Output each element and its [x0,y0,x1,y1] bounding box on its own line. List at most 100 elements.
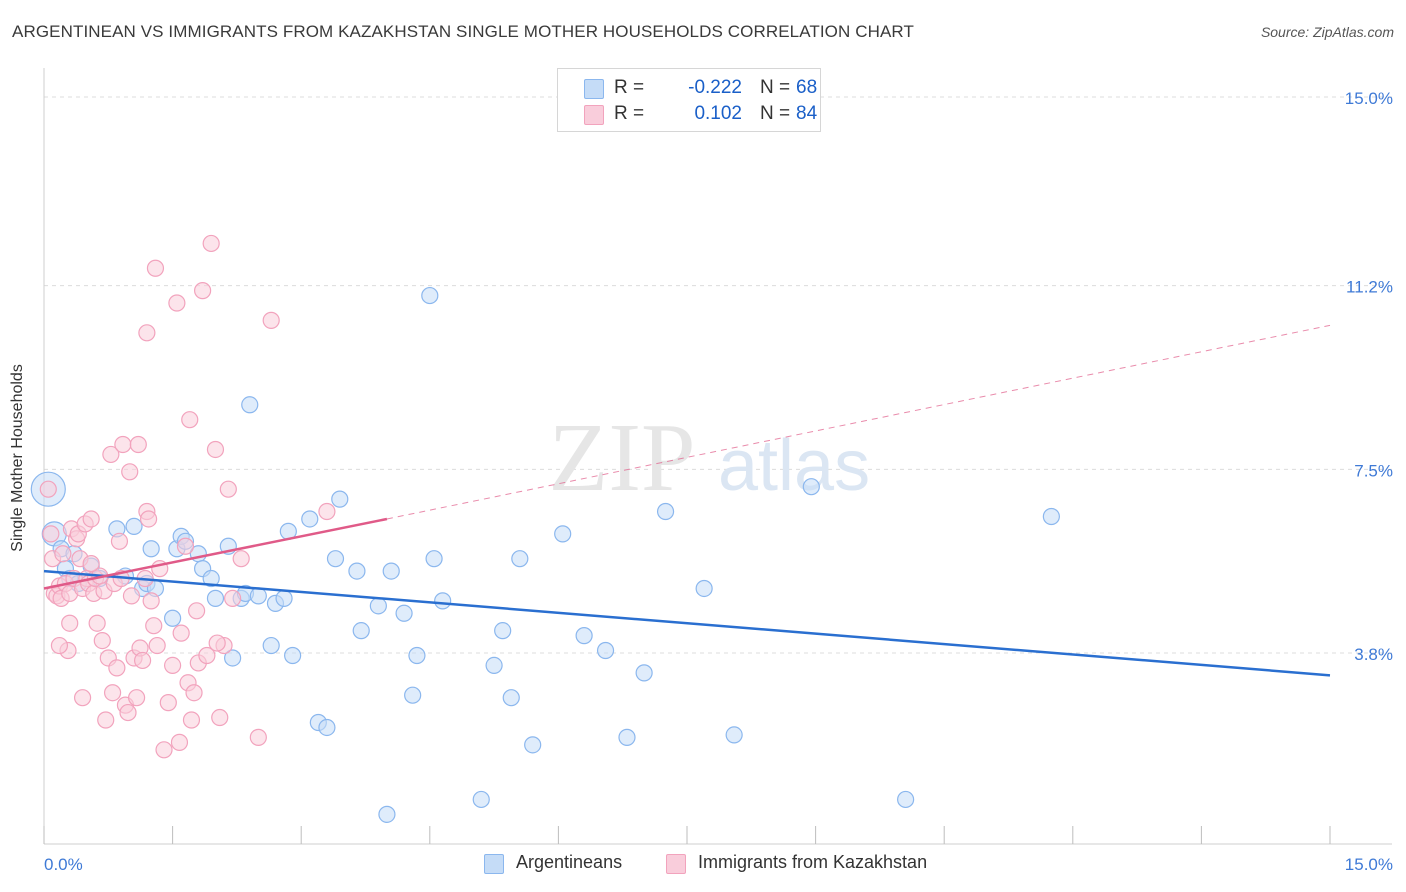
argentinean-point [262,636,280,655]
argentinean-point [695,579,713,598]
argentineans-legend-swatch [484,854,504,874]
y-tick-label: 3.8% [1354,645,1393,664]
kazakhstan-point [194,282,212,300]
argentinean-point [472,790,490,809]
argentinean-point [164,609,182,627]
kazakhstan-point [185,684,203,702]
y-tick-label: 15.0% [1345,89,1393,108]
kazakhstan-legend-label: Immigrants from Kazakhstan [698,852,928,872]
kazakhstan-point [181,411,199,429]
kazakhstan-point [146,259,165,277]
watermark-zip: ZIP [549,404,696,512]
kazakhstan-point [93,631,111,650]
kazakhstan-point [97,711,115,729]
kazakhstan-point [202,234,220,253]
legend-n-value: 68 [796,77,818,98]
argentinean-point [1042,507,1060,526]
data-points [30,234,1060,823]
argentinean-point [224,649,242,667]
kazakhstan-point [142,592,160,610]
argentineans-legend-label: Argentineans [516,852,623,872]
source-label: Source: ZipAtlas.com [1260,24,1394,40]
argentinean-point [352,622,370,640]
y-axis-label: Single Mother Households [9,364,26,552]
kazakhstan-point [249,728,267,746]
argentinean-point [404,686,422,704]
y-tick-label: 7.5% [1354,461,1393,480]
argentinean-point [125,517,143,536]
kazakhstan-point [82,555,100,573]
kazakhstan-point [122,587,141,605]
argentinean-point [618,728,636,746]
legend-n-label: N = [760,103,791,124]
kazakhstan-point [82,510,100,528]
argentinean-point [275,589,293,607]
argentinean-point [897,790,915,809]
kazakhstan-point [73,689,92,707]
kazakhstan-point [164,656,182,675]
argentinean-point [575,627,593,645]
argentinean-point [524,736,542,754]
kazakhstan-point [211,708,229,727]
argentinean-point [802,478,820,496]
kazakhstan-point [119,703,137,722]
legend-r-value: -0.222 [688,77,742,98]
kazakhstan-point [182,711,201,729]
argentinean-point [494,622,512,640]
kazakhstan-point [206,440,225,459]
argentinean-point [408,646,426,665]
legend-n-value: 84 [796,103,818,124]
argentinean-point [434,592,452,610]
kazakhstan-point [50,636,69,655]
kazakhstan-points [39,234,336,759]
kazakhstan-point [121,463,139,481]
kazakhstan-swatch [584,105,604,125]
kazakhstan-point [102,445,120,464]
argentinean-point [395,604,413,622]
kazakhstan-point [54,545,72,563]
argentinean-point [249,587,267,605]
y-tick-label: 11.2% [1346,278,1393,297]
argentinean-point [241,396,259,414]
argentinean-point [326,550,345,568]
kazakhstan-point [155,741,173,759]
argentinean-point [511,550,529,568]
kazakhstan-point [127,689,146,707]
kazakhstan-point [103,684,122,702]
correlation-legend: R = -0.222 N = 68 R = 0.102 N = 84 [557,68,821,132]
kazakhstan-point [224,589,242,607]
kazakhstan-point [219,480,237,498]
kazakhstan-point [108,659,126,677]
kazakhstan-point [168,294,186,312]
argentineans-swatch [584,79,604,99]
kazakhstan-point [139,510,158,528]
argentinean-point [656,502,675,521]
kazakhstan-point [188,602,206,620]
axes [43,68,1392,845]
kazakhstan-point [133,651,152,670]
kazakhstan-point [159,694,177,712]
trend-lines [43,324,1331,677]
argentinean-point [425,550,443,568]
argentinean-point [382,562,400,580]
kazakhstan-point [42,525,60,543]
kazakhstan-point [198,646,216,665]
argentinean-point [635,664,653,682]
gridlines [44,96,1392,654]
watermark-atlas: atlas [718,426,870,506]
kazakhstan-point [262,311,280,329]
x-tick-label-min: 0.0% [44,855,83,874]
argentinean-point [142,540,160,558]
argentinean-point [331,490,349,508]
kazakhstan-point [138,324,156,342]
argentinean-point [206,589,225,607]
kazakhstan-point [208,634,226,652]
argentinean-point [318,718,336,737]
kazakhstan-point [110,532,129,550]
argentinean-point [725,726,743,744]
argentinean-point [301,510,319,528]
kazakhstan-point [232,550,250,568]
chart-title: ARGENTINEAN VS IMMIGRANTS FROM KAZAKHSTA… [12,22,914,41]
kazakhstan-point [39,480,57,498]
